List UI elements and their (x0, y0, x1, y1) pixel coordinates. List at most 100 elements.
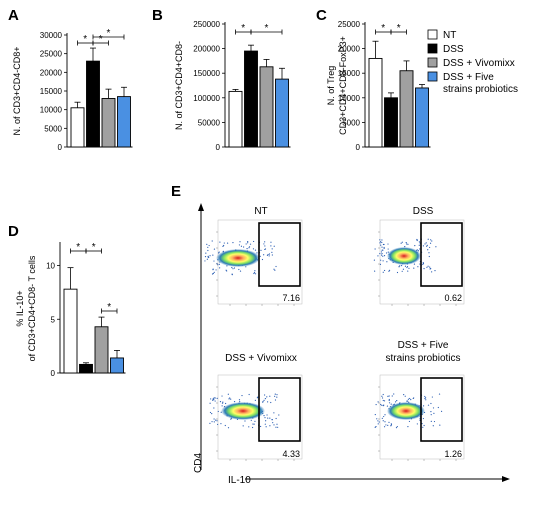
flow-event-0-85 (271, 254, 273, 256)
flow-event-1-28 (380, 259, 382, 261)
flow-event-0-68 (270, 241, 272, 243)
y-axis-label-a: N. of CD3+CD4-CD8+ (12, 46, 22, 135)
legend-label-five-line2: strains probiotics (443, 84, 518, 95)
flow-event-3-52 (422, 405, 425, 407)
flow-event-3-58 (386, 405, 389, 407)
flow-event-1-66 (429, 246, 431, 249)
flow-density-2 (221, 402, 265, 420)
y-tick-label-a-1: 5000 (44, 124, 62, 133)
flow-event-2-107 (213, 407, 215, 409)
flow-event-0-28 (218, 263, 220, 265)
flow-event-0-17 (246, 248, 248, 250)
flow-event-0-42 (219, 267, 221, 269)
flow-event-2-68 (276, 394, 278, 396)
flow-event-1-41 (416, 238, 418, 241)
flow-event-2-70 (217, 410, 219, 413)
flow-event-1-87 (380, 244, 382, 246)
flow-event-2-86 (214, 397, 216, 399)
flow-event-0-108 (204, 255, 207, 258)
flow-plot-five (374, 374, 465, 461)
flow-event-1-83 (373, 259, 375, 261)
flow-event-1-26 (380, 251, 383, 253)
flow-event-0-113 (275, 265, 277, 268)
flow-event-2-17 (209, 411, 212, 414)
flow-event-3-75 (407, 398, 410, 400)
flow-event-2-74 (264, 398, 267, 400)
flow-event-3-109 (432, 407, 435, 409)
flow-event-0-33 (233, 267, 236, 269)
y-axis-label2-d: of CD3+CD4+CD8- T cells (27, 255, 37, 361)
y-tick-label-c-2: 10000 (338, 94, 361, 103)
flow-event-0-34 (264, 241, 266, 243)
sig-star-a-1: * (99, 34, 103, 45)
chart-b: 0 50000 100000 150000 200000 250000 N. of CD3+… (174, 20, 291, 152)
flow-event-1-31 (401, 241, 403, 243)
flow-event-0-47 (253, 272, 256, 274)
flow-event-1-11 (404, 246, 406, 248)
flow-event-0-110 (209, 255, 211, 257)
flow-event-1-102 (408, 267, 410, 269)
flow-event-2-66 (265, 426, 267, 428)
flow-event-1-40 (429, 268, 431, 270)
flow-event-0-98 (259, 255, 261, 257)
y-axis-label-d: % IL-10+ (15, 290, 25, 326)
flow-event-0-60 (231, 273, 233, 275)
flow-event-0-45 (212, 254, 214, 256)
flow-event-1-100 (418, 244, 420, 246)
sig-star-c-0: * (381, 23, 385, 34)
flow-event-1-84 (381, 253, 383, 255)
flow-event-3-54 (430, 420, 432, 422)
flow-event-0-30 (204, 260, 206, 262)
flow-event-3-47 (390, 424, 393, 426)
flow-event-0-16 (245, 266, 247, 268)
flow-event-0-3 (231, 266, 233, 269)
flow-event-1-104 (382, 260, 384, 262)
flow-event-2-65 (254, 420, 256, 422)
flow-gate-2 (258, 377, 301, 442)
flow-event-3-40 (431, 396, 433, 398)
flow-event-1-42 (382, 255, 384, 257)
flow-event-1-12 (422, 245, 424, 247)
chart-c: 0 5000 10000 15000 20000 25000 N. of Treg CD3+C… (326, 20, 431, 152)
panel-label-a: A (8, 7, 19, 24)
flow-event-1-47 (388, 269, 391, 271)
flow-event-3-62 (422, 426, 424, 428)
flow-event-2-116 (278, 414, 280, 416)
flow-event-2-89 (242, 425, 244, 427)
y-tick-label-b-2: 100000 (193, 94, 220, 103)
bar-d-2 (94, 326, 109, 374)
flow-event-0-84 (268, 253, 271, 255)
flow-event-1-89 (374, 270, 376, 272)
flow-event-2-87 (221, 395, 223, 397)
flow-event-2-6 (209, 402, 211, 404)
flow-event-1-118 (401, 270, 403, 272)
y-tick-label-c-0: 0 (356, 143, 361, 152)
flow-event-1-119 (416, 249, 418, 251)
flow-event-2-10 (269, 417, 271, 419)
flow-event-3-60 (381, 397, 384, 399)
gate-value-vivomixx: 4.33 (282, 449, 300, 459)
flow-event-2-19 (254, 399, 256, 401)
flow-title-five-line2: strains probiotics (385, 353, 460, 364)
y-tick-label-b-5: 250000 (193, 20, 220, 29)
flow-event-2-84 (210, 398, 212, 400)
flow-event-0-18 (232, 242, 234, 244)
y-tick-label-b-3: 150000 (193, 69, 220, 78)
legend-label-five: DSS + Five (443, 72, 494, 83)
flow-event-2-16 (248, 426, 250, 428)
flow-event-2-59 (211, 421, 213, 423)
flow-event-2-114 (213, 397, 215, 399)
flow-event-3-14 (381, 417, 383, 419)
flow-event-3-118 (378, 421, 380, 423)
flow-event-3-19 (396, 425, 398, 428)
flow-event-0-8 (212, 272, 214, 275)
flow-event-0-67 (239, 241, 241, 243)
flow-event-3-44 (416, 423, 418, 425)
flow-event-0-112 (212, 269, 214, 271)
flow-event-2-103 (224, 424, 226, 427)
flow-event-1-103 (407, 243, 409, 245)
flow-cytometry-panel: CD4 IL-10 NT DSS DSS + Vivomixx DSS + Fi… (193, 203, 510, 486)
flow-event-3-111 (430, 411, 432, 413)
flow-event-0-92 (271, 251, 273, 253)
flow-event-3-49 (388, 399, 390, 402)
